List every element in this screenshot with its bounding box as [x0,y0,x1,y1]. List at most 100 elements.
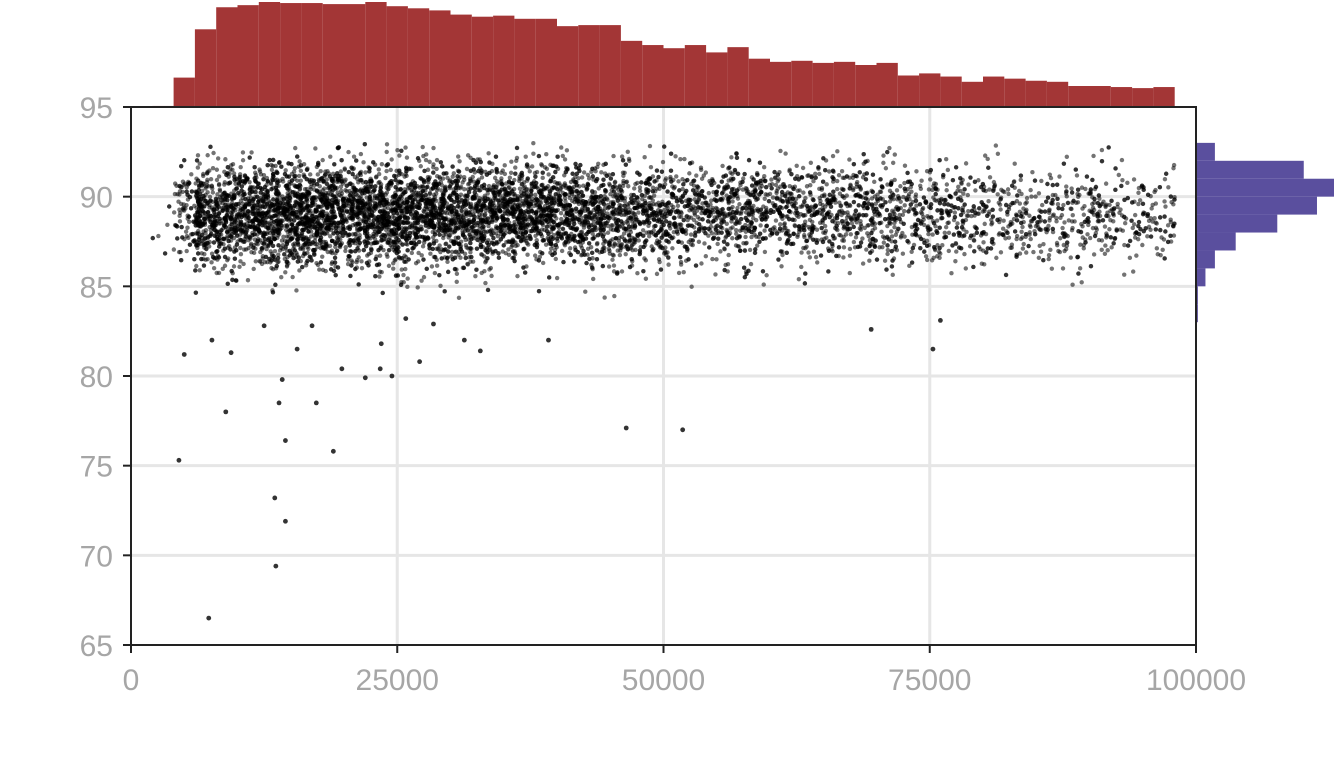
right-histogram-bar [1196,250,1215,269]
scatter-point [533,192,538,198]
scatter-point [342,166,347,171]
top-histogram-bar [620,40,643,107]
scatter-point [926,187,932,192]
scatter-point [1131,269,1136,274]
scatter-point [591,220,597,225]
scatter-point [1024,195,1030,201]
scatter-point [761,282,766,287]
scatter-point [643,258,649,263]
scatter-point [184,233,190,239]
scatter-point [776,177,781,182]
scatter-point [965,192,970,198]
scatter-point [1027,213,1032,218]
scatter-point [940,243,945,248]
scatter-point [1028,224,1033,230]
scatter-point [611,269,617,274]
scatter-point [612,180,618,185]
scatter-point [847,157,852,162]
scatter-point [1145,234,1150,239]
scatter-point [1116,172,1121,178]
top-histogram-bar [557,26,579,107]
scatter-point [963,161,969,166]
scatter-point [488,265,494,271]
right-histogram-bar [1196,196,1317,215]
scatter-point [508,170,514,176]
scatter-point [421,274,427,280]
scatter-point [803,195,808,201]
scatter-point [328,154,333,159]
scatter-point [351,154,357,159]
scatter-point [883,166,889,171]
top-histogram-bar [1004,78,1026,107]
top-histogram-bar [386,6,408,108]
scatter-point [395,148,400,153]
scatter-point [900,212,906,218]
top-histogram-bar [365,2,387,107]
scatter-point [807,255,813,260]
scatter-point [783,151,788,156]
scatter-point [706,190,712,196]
scatter-point [223,157,228,162]
scatter-point [214,177,220,183]
scatter-point [383,175,388,181]
scatter-point [1136,190,1141,195]
scatter-point [515,273,520,279]
scatter-point [890,272,895,278]
scatter-point [881,160,886,166]
scatter-point [602,295,607,300]
scatter-point [887,145,892,151]
scatter-point [215,192,220,197]
top-histogram-bar [173,77,195,107]
scatter-point [462,251,468,257]
scatter-point [1132,212,1138,218]
scatter-point [445,259,450,265]
scatter-point [756,234,761,240]
scatter-point [822,192,827,197]
scatter-point [1018,236,1024,242]
top-histogram-bar [258,2,281,107]
scatter-point [885,182,890,187]
top-histogram-bar [983,76,1005,107]
scatter-point [314,260,319,266]
scatter-point [808,160,814,166]
scatter-point [376,167,381,172]
scatter-point [996,232,1002,237]
scatter-point [355,176,360,182]
scatter-point [606,246,612,252]
scatter-point [237,264,242,270]
scatter-point [835,227,840,233]
scatter-point [914,169,919,174]
scatter-point [799,264,804,270]
scatter-point [297,173,302,179]
scatter-point [611,153,616,159]
scatter-point [1165,223,1171,228]
scatter-point [1006,235,1012,240]
top-histogram-bar [471,16,494,108]
scatter-point [238,164,243,170]
scatter-point [728,226,733,231]
scatter-point [777,236,782,242]
scatter-point [986,198,991,204]
scatter-point [729,155,734,160]
scatter-point [554,275,560,281]
scatter-point [848,232,854,237]
scatter-point [747,247,753,253]
top-histogram-bar [1089,86,1111,107]
scatter-point [1122,197,1127,202]
scatter-point [811,179,816,184]
scatter-point [981,240,986,245]
scatter-point [954,249,959,254]
scatter-point [892,152,898,157]
scatter-point [216,174,222,179]
scatter-point [320,254,325,259]
scatter-point [1125,180,1130,185]
scatter-point [363,170,368,175]
scatter-point [209,260,214,265]
scatter-point [1099,147,1105,153]
scatter-point [546,172,551,177]
scatter-point [1062,220,1067,225]
scatter-point [1119,157,1125,163]
scatter-point [217,194,223,200]
scatter-point [225,234,230,239]
scatter-point [432,270,438,276]
